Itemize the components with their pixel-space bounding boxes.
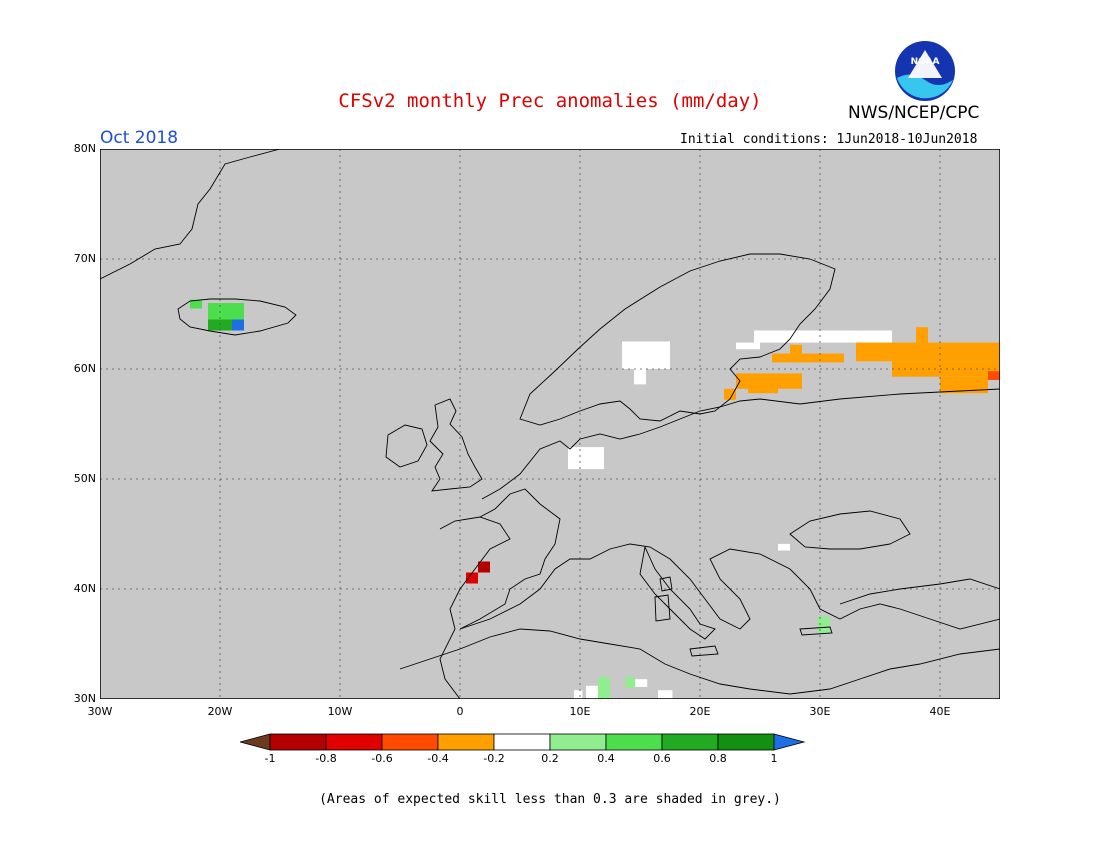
colorbar-segment xyxy=(437,733,495,751)
colorbar-segment xyxy=(381,733,439,751)
longitude-label: 30E xyxy=(809,705,831,718)
colorbar-segment xyxy=(493,733,551,751)
anomaly-cell xyxy=(466,572,478,584)
anomaly-cell xyxy=(568,447,604,470)
colorbar-tick-label: -0.2 xyxy=(483,752,505,765)
anomaly-cell xyxy=(754,330,892,343)
colorbar-segment xyxy=(605,733,663,751)
anomaly-cell xyxy=(574,690,583,699)
anomaly-cell xyxy=(988,371,1000,380)
colorbar-tick-label: -1 xyxy=(264,752,276,765)
noaa-logo-text: NOAA xyxy=(911,57,940,67)
latitude-label: 60N xyxy=(73,362,96,375)
initial-conditions: Initial conditions: 1Jun2018-10Jun2018 xyxy=(680,132,978,147)
colorbar-tick-label: -0.4 xyxy=(427,752,449,765)
sardinia-coast xyxy=(654,594,671,622)
colorbar-tick-label: 0.6 xyxy=(653,752,671,765)
colorbar-left-arrow xyxy=(240,733,271,751)
anomaly-cell xyxy=(634,369,646,385)
anatolia-coast xyxy=(839,578,1000,605)
anomaly-cell xyxy=(916,327,928,343)
anomaly-cell xyxy=(478,561,490,573)
longitude-label: 40E xyxy=(929,705,951,718)
colorbar-tick-label: 0.2 xyxy=(541,752,559,765)
map-title: CFSv2 monthly Prec anomalies (mm/day) xyxy=(338,90,762,112)
colorbar-segment xyxy=(325,733,383,751)
scandinavia-coast xyxy=(519,253,836,426)
longitude-label: 30W xyxy=(87,705,113,718)
anomaly-cell xyxy=(772,353,844,363)
anomaly-cell xyxy=(190,299,202,309)
precip-anomaly-map xyxy=(100,149,1000,699)
anomaly-cell xyxy=(658,690,673,699)
colorbar-segment xyxy=(269,733,327,751)
anomaly-cell xyxy=(208,303,244,320)
noaa-logo: NOAA xyxy=(895,41,955,101)
anomaly-cell xyxy=(736,342,760,350)
longitude-label: 10W xyxy=(327,705,353,718)
colorbar-tick-label: -0.6 xyxy=(371,752,393,765)
great-britain-coast xyxy=(429,398,483,492)
latitude-label: 50N xyxy=(73,472,96,485)
anomaly-cell xyxy=(724,388,736,400)
map-background xyxy=(100,149,1000,699)
anomaly-cell xyxy=(940,376,988,394)
anomaly-cell xyxy=(625,677,636,688)
colorbar-tick-label: 1 xyxy=(770,752,778,765)
coastlines xyxy=(100,149,1000,699)
north-africa-coast xyxy=(399,628,1000,695)
anomaly-cell xyxy=(586,685,598,699)
mediterranean-north-coast xyxy=(459,543,1000,630)
anomaly-cell xyxy=(232,319,244,331)
colorbar-right-arrow xyxy=(773,733,806,751)
skill-footnote: (Areas of expected skill less than 0.3 a… xyxy=(319,792,781,807)
latitude-label: 70N xyxy=(73,252,96,265)
crete-coast xyxy=(799,626,833,636)
latitude-label: 30N xyxy=(73,692,96,705)
anomaly-cell xyxy=(856,342,1000,362)
latitude-label: 40N xyxy=(73,582,96,595)
anomaly-cell xyxy=(635,679,648,687)
longitude-label: 20W xyxy=(207,705,233,718)
latitude-label: 80N xyxy=(73,142,96,155)
colorbar-tick-label: -0.8 xyxy=(315,752,337,765)
anomaly-cell xyxy=(598,677,610,699)
corsica-coast xyxy=(659,576,673,592)
longitude-label: 10E xyxy=(569,705,591,718)
black-sea-coast xyxy=(789,510,911,550)
iberia-france-coast xyxy=(459,488,561,630)
north-europe-coast xyxy=(481,388,1000,500)
iceland-coast xyxy=(177,298,297,336)
anomaly-cell xyxy=(817,616,830,633)
longitude-label: 20E xyxy=(689,705,711,718)
colorbar-labels: -1 -0.8 -0.6 -0.4 -0.2 0.2 0.4 0.6 0.8 1 xyxy=(0,752,1100,766)
anomaly-cell xyxy=(748,386,778,394)
colorbar xyxy=(240,733,806,751)
forecast-month: Oct 2018 xyxy=(100,128,179,148)
anomaly-cell xyxy=(790,344,802,354)
colorbar-segment xyxy=(661,733,719,751)
anomaly-cell xyxy=(736,373,802,389)
sicily-coast xyxy=(689,645,719,657)
colorbar-tick-label: 0.8 xyxy=(709,752,727,765)
italy-coast xyxy=(639,545,716,640)
colorbar-segment xyxy=(717,733,775,751)
colorbar-segment xyxy=(549,733,607,751)
map-gridlines xyxy=(100,149,1000,699)
anomaly-cell xyxy=(778,543,790,551)
ireland-coast xyxy=(385,424,428,468)
longitude-label: 0 xyxy=(456,705,464,718)
agency-label: NWS/NCEP/CPC xyxy=(848,103,980,123)
greenland-coast xyxy=(100,149,281,280)
colorbar-tick-label: 0.4 xyxy=(597,752,615,765)
anomaly-cell xyxy=(622,341,670,369)
